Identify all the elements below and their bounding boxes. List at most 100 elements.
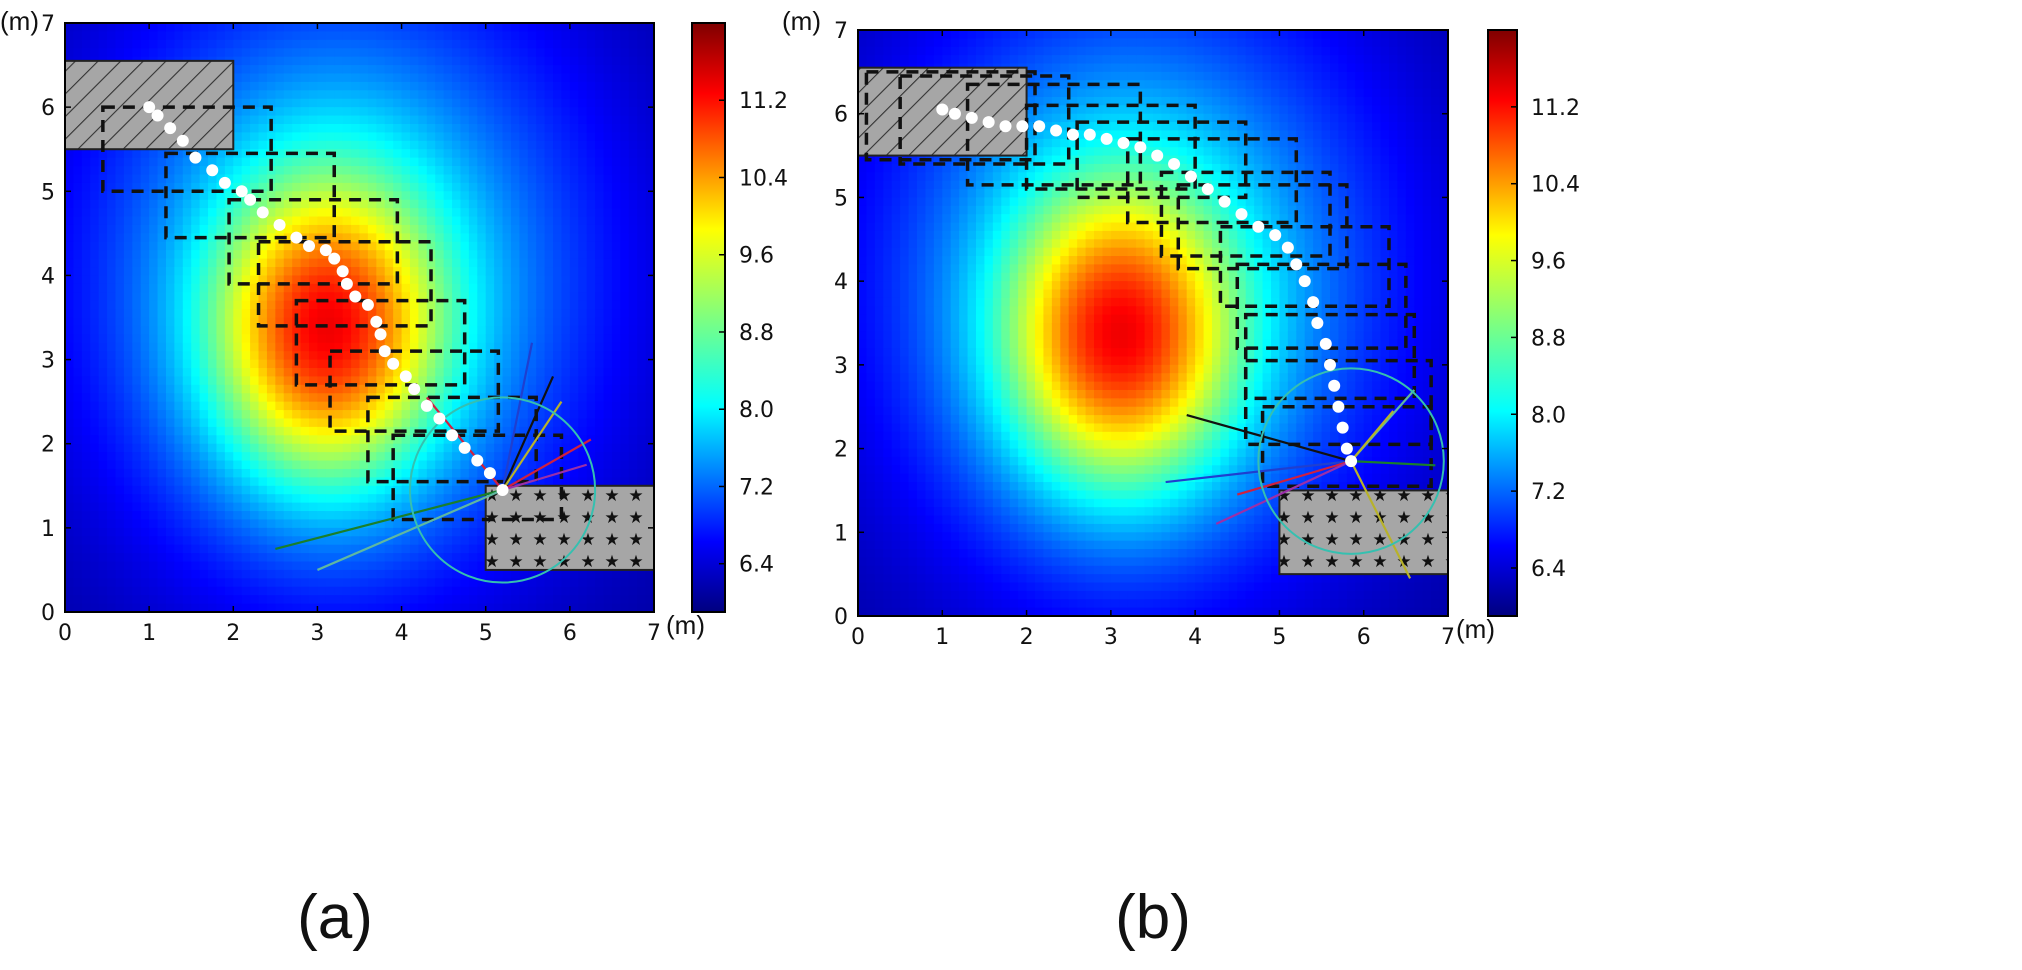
path-point [290, 231, 303, 244]
heat-cell [149, 191, 159, 201]
heat-cell [611, 81, 621, 91]
heat-cell [527, 31, 537, 41]
heat-cell [527, 426, 537, 436]
heat-cell [460, 283, 470, 293]
heat-cell [275, 174, 285, 184]
heat-cell [233, 39, 243, 49]
heat-cell [510, 426, 520, 436]
heat-cell [544, 73, 554, 83]
heat-cell [199, 494, 209, 504]
heat-cell [569, 267, 579, 277]
heat-cell [241, 73, 251, 83]
heat-cell [620, 216, 630, 226]
heat-cell [342, 191, 352, 201]
heat-cell [90, 536, 100, 546]
heat-cell [199, 292, 209, 302]
heat-cell [317, 258, 327, 268]
heat-cell [81, 527, 91, 537]
heat-cell [569, 401, 579, 411]
heat-cell [586, 309, 596, 319]
heat-cell [107, 502, 117, 512]
heat-cell [569, 325, 579, 335]
heat-cell [325, 73, 335, 83]
heat-cell [283, 452, 293, 462]
heat-cell [519, 115, 529, 125]
heat-cell [115, 544, 125, 554]
heat-cell [637, 317, 647, 327]
heat-cell [191, 166, 201, 176]
heat-cell [603, 233, 613, 243]
heat-cell [519, 250, 529, 260]
heat-cell [384, 586, 394, 596]
heat-cell [107, 325, 117, 335]
heat-cell [258, 519, 268, 529]
heat-cell [477, 224, 487, 234]
heat-cell [620, 443, 630, 453]
heat-cell [73, 191, 83, 201]
heat-cell [393, 31, 403, 41]
heat-cell [241, 309, 251, 319]
heat-cell [199, 468, 209, 478]
heat-cell [241, 325, 251, 335]
heat-cell [502, 199, 512, 209]
heat-cell [317, 485, 327, 495]
heat-cell [645, 586, 655, 596]
heat-cell [98, 511, 108, 521]
heat-cell [317, 309, 327, 319]
heat-cell [107, 410, 117, 420]
heat-cell [409, 241, 419, 251]
heat-cell [510, 132, 520, 142]
heat-cell [510, 233, 520, 243]
heat-cell [342, 561, 352, 571]
heat-cell [334, 367, 344, 377]
heat-cell [81, 435, 91, 445]
heat-cell [241, 123, 251, 133]
heat-cell [208, 435, 218, 445]
heat-cell [519, 23, 529, 33]
heat-cell [98, 334, 108, 344]
heat-cell [468, 208, 478, 218]
heat-cell [309, 115, 319, 125]
heat-cell [393, 367, 403, 377]
heat-cell [401, 73, 411, 83]
heat-cell [182, 527, 192, 537]
heat-cell [98, 569, 108, 579]
heat-cell [241, 98, 251, 108]
heat-cell [132, 595, 142, 605]
heat-cell [325, 578, 335, 588]
heat-cell [300, 208, 310, 218]
heat-cell [359, 595, 369, 605]
heat-cell [418, 182, 428, 192]
heat-cell [435, 595, 445, 605]
heat-cell [191, 31, 201, 41]
heat-cell [258, 140, 268, 150]
heat-cell [292, 39, 302, 49]
heat-cell [435, 283, 445, 293]
heat-cell [233, 258, 243, 268]
heat-cell [309, 578, 319, 588]
heat-cell [275, 393, 285, 403]
heat-cell [502, 98, 512, 108]
heat-cell [502, 300, 512, 310]
heat-cell [292, 224, 302, 234]
heat-cell [527, 208, 537, 218]
heat-cell [73, 325, 83, 335]
heat-cell [603, 426, 613, 436]
heat-cell [384, 603, 394, 613]
y-tick-label: 2 [41, 433, 55, 458]
heat-cell [452, 224, 462, 234]
heat-cell [536, 283, 546, 293]
heat-cell [401, 553, 411, 563]
heat-cell [266, 569, 276, 579]
heat-cell [620, 367, 630, 377]
heat-cell [595, 603, 605, 613]
heat-cell [544, 182, 554, 192]
heat-cell [300, 317, 310, 327]
heat-cell [65, 502, 75, 512]
heat-cell [384, 258, 394, 268]
heat-cell [367, 527, 377, 537]
heat-cell [325, 553, 335, 563]
heat-cell [544, 477, 554, 487]
heat-cell [107, 477, 117, 487]
heat-cell [275, 603, 285, 613]
